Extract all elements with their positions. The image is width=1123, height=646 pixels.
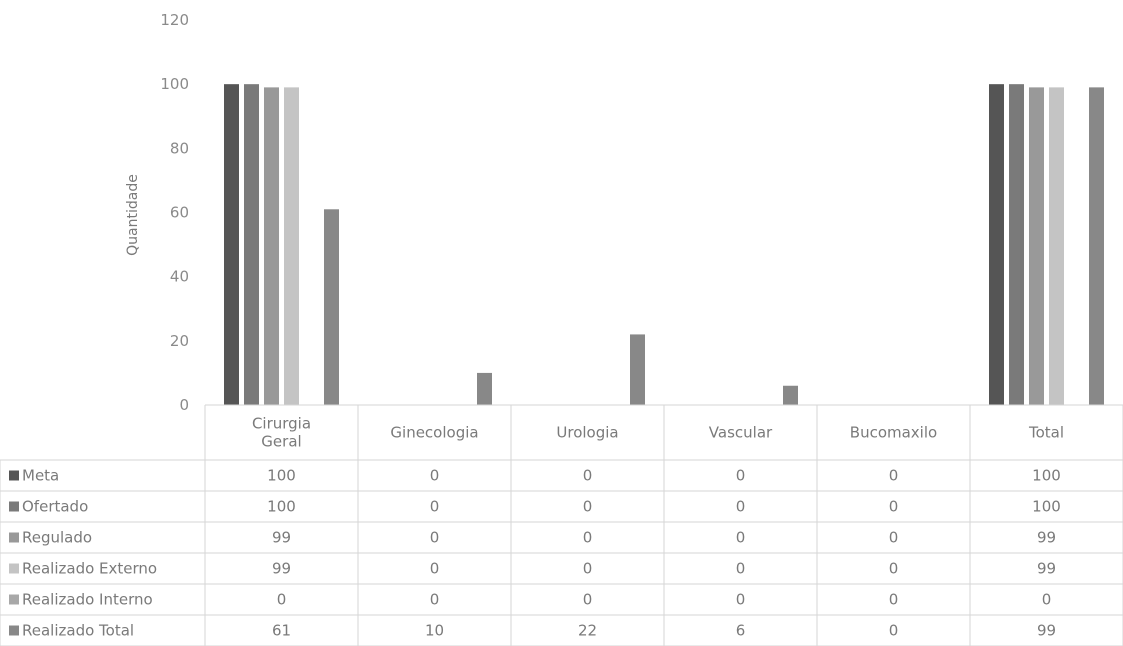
category-label: Vascular [709,424,773,442]
data-label: 0 [430,467,440,485]
data-label: 0 [889,498,899,516]
category-label: Bucomaxilo [850,424,937,442]
y-tick-label: 0 [179,396,189,414]
legend-label: Meta [22,467,59,485]
category-label: Urologia [556,424,618,442]
data-label: 100 [267,467,296,485]
data-label: 0 [430,529,440,547]
category-label: Geral [261,433,301,451]
data-label: 0 [889,560,899,578]
bar [989,84,1004,406]
y-tick-label: 60 [170,204,189,222]
legend-swatch [9,532,19,543]
bar [477,372,492,405]
data-label: 0 [1042,591,1052,609]
y-tick-label: 120 [160,11,189,29]
data-label: 0 [736,498,746,516]
y-axis-ticks: 0 20 40 60 80 100 120 [160,11,189,414]
data-label: 0 [583,560,593,578]
bar [1049,87,1064,405]
bar [783,385,798,405]
data-label: 99 [1037,529,1056,547]
y-tick-label: 100 [160,75,189,93]
legend-label: Ofertado [22,498,88,516]
bar [244,84,259,406]
y-tick-label: 80 [170,139,189,157]
bars [224,84,1104,406]
data-label: 99 [272,529,291,547]
bar [1089,87,1104,405]
legend-label: Realizado Interno [22,591,153,609]
y-tick-label: 20 [170,332,189,350]
data-label: 0 [736,591,746,609]
data-label: 0 [430,498,440,516]
data-label: 99 [1037,622,1056,640]
data-label: 0 [583,591,593,609]
data-label: 22 [578,622,597,640]
bar [324,209,339,405]
data-label: 100 [1032,498,1061,516]
legend-label: Realizado Total [22,622,134,640]
data-label: 61 [272,622,291,640]
data-label: 0 [583,529,593,547]
data-label: 0 [583,498,593,516]
data-label: 100 [1032,467,1061,485]
legend-label: Regulado [22,529,92,547]
data-label: 0 [889,467,899,485]
data-label: 0 [277,591,287,609]
legend-swatch [9,625,19,636]
y-tick-label: 40 [170,268,189,286]
data-label: 99 [1037,560,1056,578]
data-label: 0 [889,529,899,547]
bar [264,87,279,405]
data-label: 0 [736,529,746,547]
data-label: 0 [736,467,746,485]
data-label: 0 [889,622,899,640]
bar [224,84,239,406]
data-label: 100 [267,498,296,516]
legend-swatch [9,594,19,605]
legend-swatch [9,563,19,574]
bar [1029,87,1044,405]
legend-swatch [9,470,19,481]
bar [630,334,645,405]
data-label: 99 [272,560,291,578]
category-label: Total [1028,424,1064,442]
legend-swatch [9,501,19,512]
y-axis-label: Quantidade [125,174,141,256]
data-label: 0 [736,560,746,578]
category-label: Ginecologia [390,424,478,442]
data-label: 0 [583,467,593,485]
bar [1009,84,1024,406]
data-label: 10 [425,622,444,640]
data-label: 0 [430,591,440,609]
bar [284,87,299,405]
data-label: 0 [430,560,440,578]
legend-label: Realizado Externo [22,560,157,578]
data-label: 0 [889,591,899,609]
category-label: Cirurgia [252,415,311,433]
data-label: 6 [736,622,746,640]
